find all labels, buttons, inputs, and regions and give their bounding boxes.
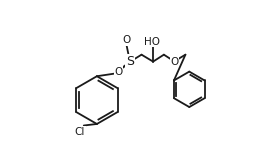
Text: HO: HO: [144, 37, 160, 47]
Text: S: S: [126, 55, 134, 68]
Text: Cl: Cl: [75, 127, 85, 137]
Text: O: O: [171, 57, 179, 67]
Text: O: O: [122, 35, 130, 45]
Text: O: O: [114, 67, 123, 77]
